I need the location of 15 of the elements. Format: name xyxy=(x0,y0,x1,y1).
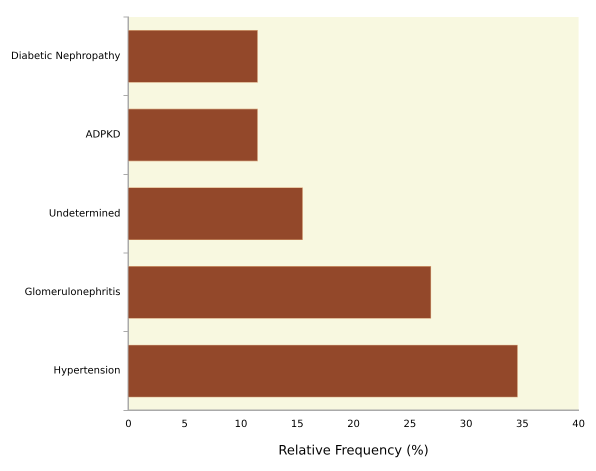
x-tick-label: 15 xyxy=(290,418,304,430)
x-tick-label: 0 xyxy=(125,418,132,430)
y-tick-label: Hypertension xyxy=(54,366,120,377)
x-tick-label: 10 xyxy=(234,418,248,430)
x-tick-label: 35 xyxy=(516,418,529,430)
y-tick-label: Diabetic Nephropathy xyxy=(10,50,121,62)
y-tick-label: ADPKD xyxy=(86,130,121,141)
x-tick-label: 25 xyxy=(403,418,416,430)
x-tick-label: 20 xyxy=(347,418,360,430)
x-tick-label: 5 xyxy=(182,418,188,430)
x-tick-label: 30 xyxy=(460,418,472,430)
x-tick-label: 40 xyxy=(572,418,586,430)
y-tick-label: Glomerulonephritis xyxy=(24,286,120,298)
x-axis-title: Relative Frequency (%) xyxy=(278,444,429,459)
y-tick-label: Undetermined xyxy=(48,208,120,220)
